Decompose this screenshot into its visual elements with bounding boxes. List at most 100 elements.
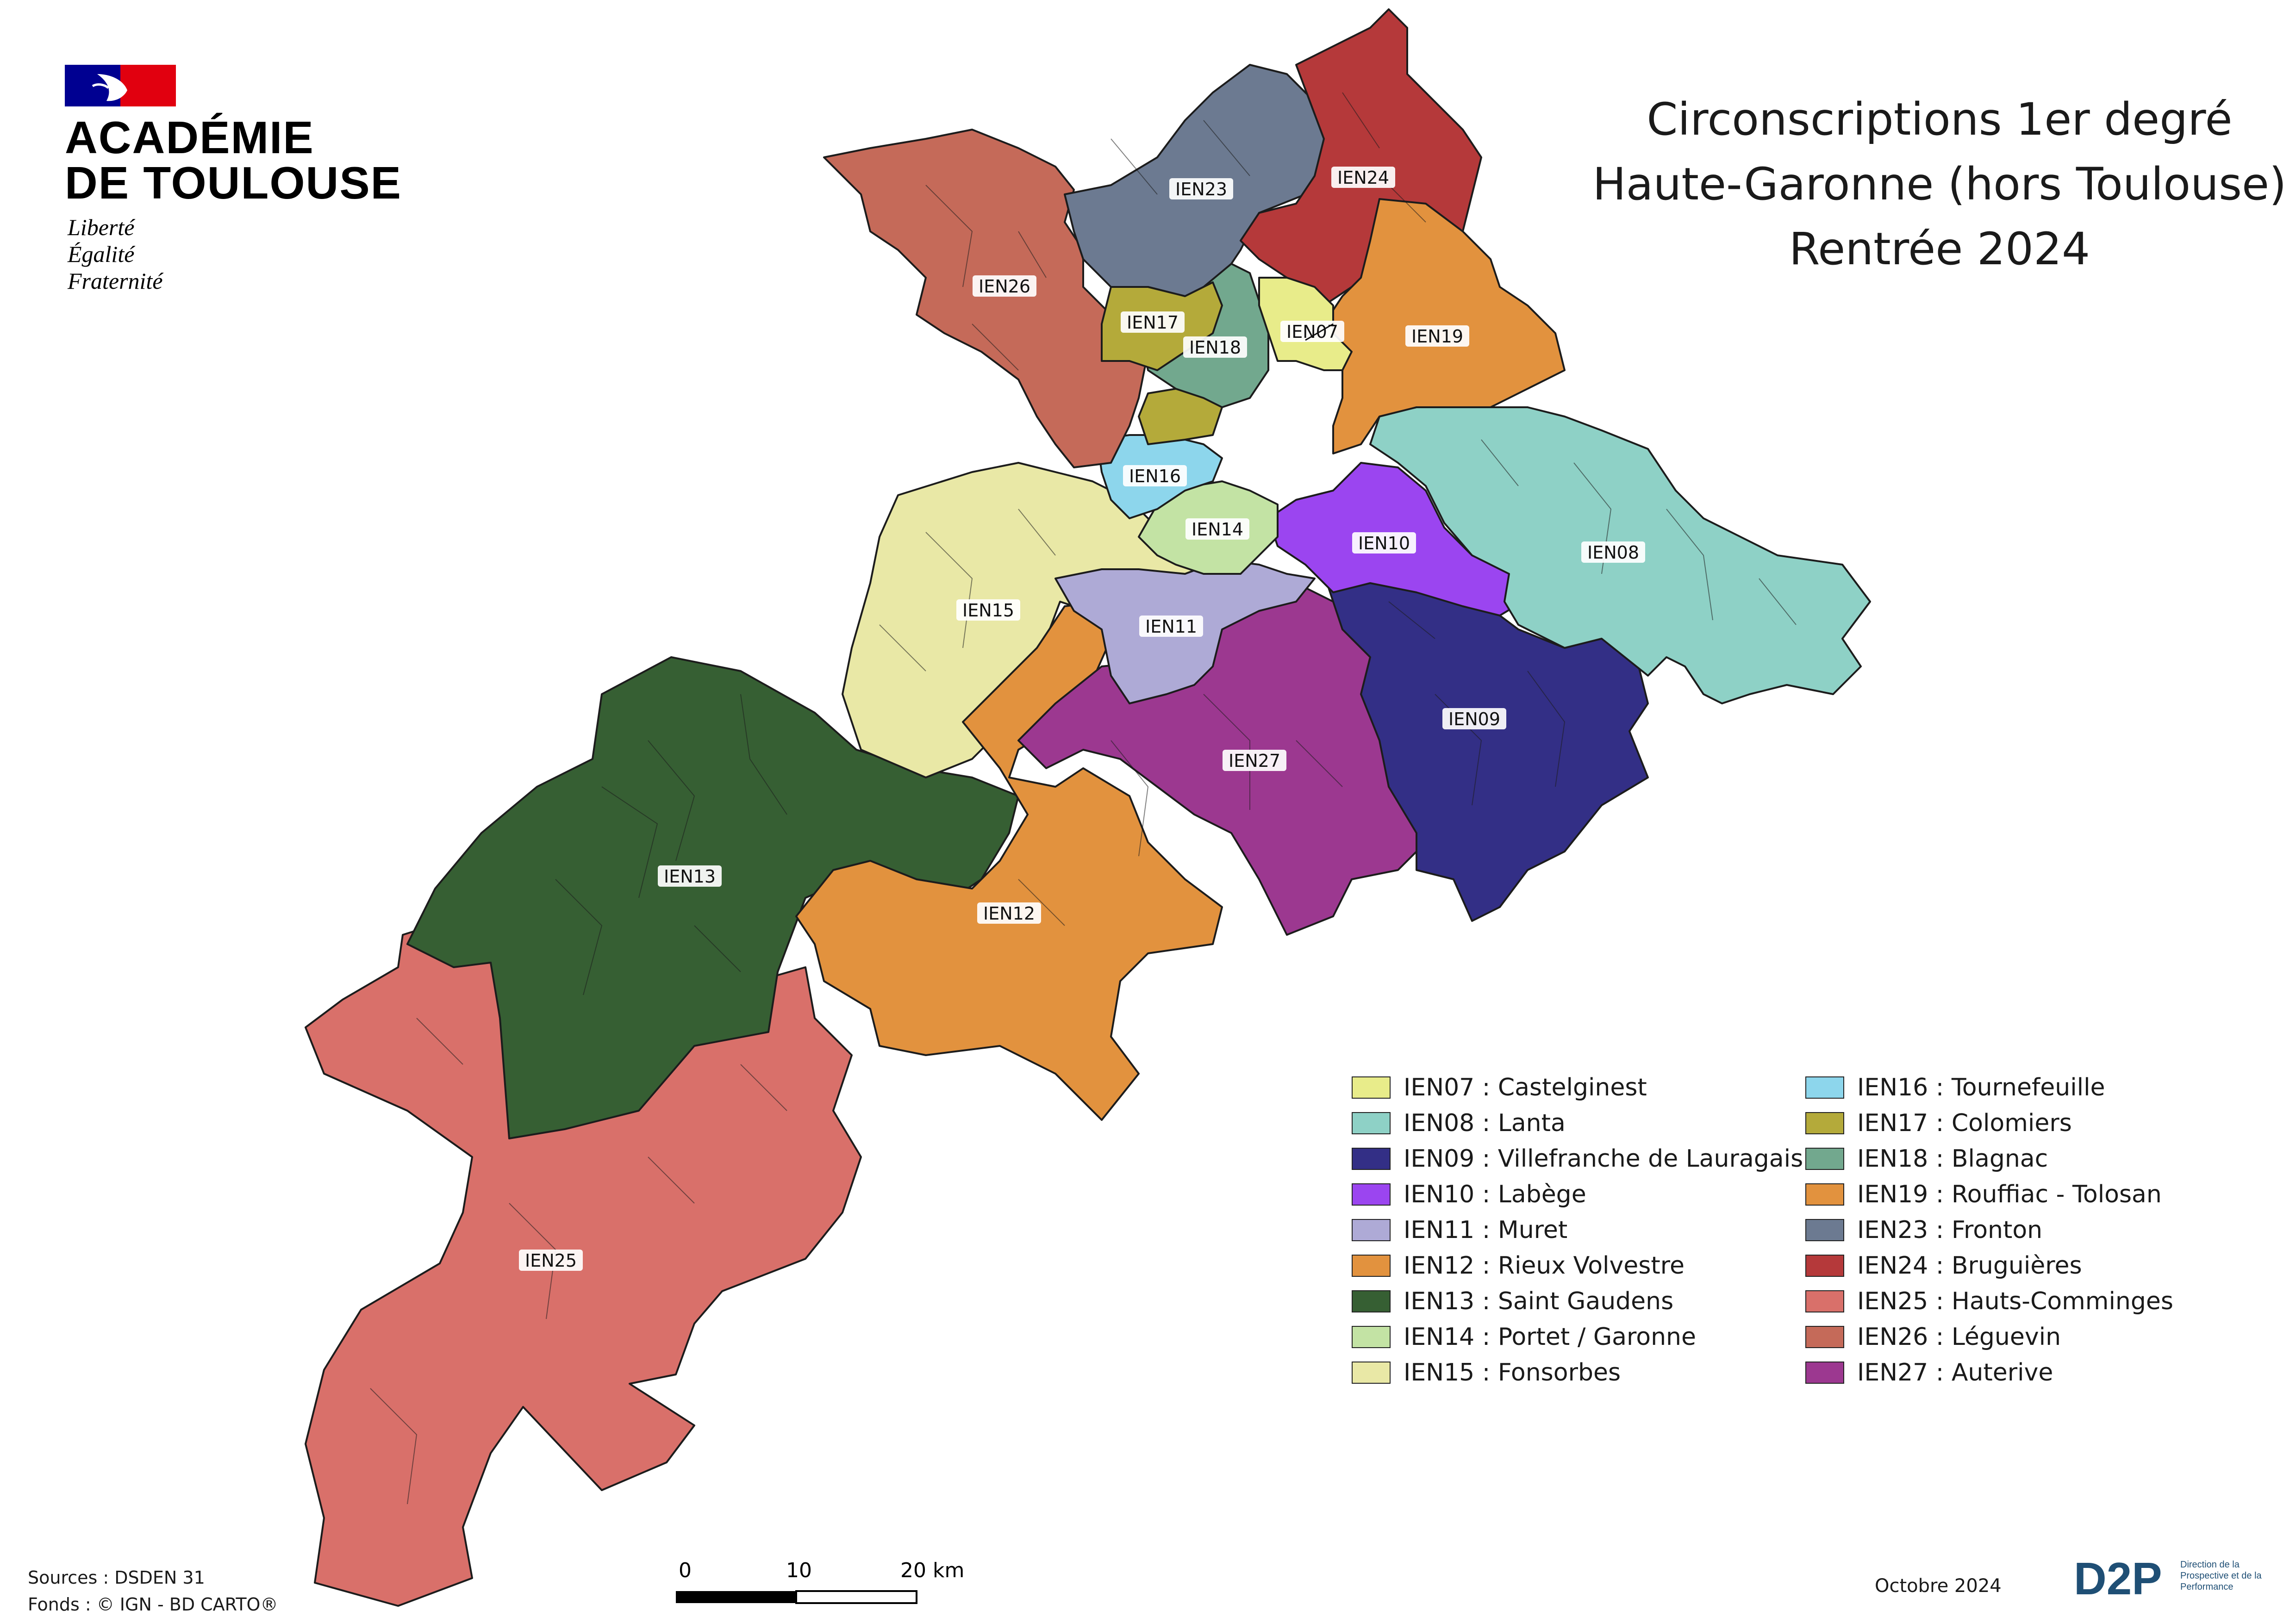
legend-name: Colomiers	[1951, 1109, 2072, 1137]
scale-segment-white	[795, 1590, 917, 1604]
legend-separator: :	[1474, 1287, 1498, 1315]
legend-item-ien16: IEN16 : Tournefeuille	[1805, 1073, 2105, 1102]
legend-code: IEN24	[1857, 1252, 1928, 1280]
legend-item-ien10: IEN10 : Labège	[1352, 1180, 1586, 1209]
legend-swatch	[1805, 1219, 1844, 1241]
region-ien25[interactable]	[305, 906, 862, 1607]
legend-item-ien17: IEN17 : Colomiers	[1805, 1108, 2072, 1138]
region-label-text: IEN19	[1411, 326, 1463, 347]
scale-label-20: 20 km	[900, 1559, 964, 1582]
motto-liberte: Liberté	[68, 214, 135, 240]
legend-item-ien27: IEN27 : Auterive	[1805, 1358, 2053, 1387]
legend-separator: :	[1928, 1181, 1952, 1208]
map-title-line3: Rentrée 2024	[1789, 223, 2090, 275]
region-label-text: IEN25	[525, 1250, 577, 1271]
region-label-ien27: IEN27	[1223, 750, 1286, 771]
d2p-name-line2: Prospective et de la	[2180, 1571, 2262, 1581]
region-label-ien07: IEN07	[1280, 321, 1344, 342]
region-label-ien18: IEN18	[1183, 336, 1247, 358]
legend-item-ien11: IEN11 : Muret	[1352, 1215, 1567, 1245]
legend-item-ien14: IEN14 : Portet / Garonne	[1352, 1322, 1696, 1352]
legend-item-ien18: IEN18 : Blagnac	[1805, 1144, 2048, 1174]
legend-code: IEN27	[1857, 1359, 1928, 1387]
legend-separator: :	[1928, 1359, 1952, 1387]
legend-swatch	[1352, 1183, 1391, 1206]
legend-swatch	[1805, 1326, 1844, 1348]
region-ien12[interactable]	[795, 601, 1223, 1121]
d2p-acronym: D2P	[2074, 1553, 2162, 1604]
legend-separator: :	[1928, 1074, 1952, 1101]
scale-label-0: 0	[679, 1559, 692, 1582]
legend-separator: :	[1928, 1287, 1952, 1315]
region-ien09[interactable]	[1323, 554, 1649, 922]
region-label-ien19: IEN19	[1405, 325, 1469, 347]
legend-code: IEN13	[1404, 1287, 1475, 1315]
d2p-name-line3: Performance	[2180, 1582, 2234, 1592]
scale-segment-black	[676, 1591, 796, 1603]
legend-separator: :	[1474, 1216, 1498, 1244]
legend-code: IEN23	[1857, 1216, 1928, 1244]
legend-separator: :	[1474, 1145, 1498, 1173]
republic-motto: Liberté Égalité Fraternité	[68, 214, 163, 294]
region-label-ien26: IEN26	[973, 275, 1036, 297]
legend-separator: :	[1928, 1109, 1952, 1137]
region-label-text: IEN16	[1129, 466, 1181, 486]
region-label-ien16: IEN16	[1123, 465, 1187, 486]
legend-item-ien19: IEN19 : Rouffiac - Tolosan	[1805, 1180, 2162, 1209]
legend-name: Bruguières	[1951, 1252, 2082, 1280]
legend-name: Blagnac	[1951, 1145, 2048, 1173]
legend-code: IEN26	[1857, 1323, 1928, 1351]
map-title-line2: Haute-Garonne (hors Toulouse)	[1592, 158, 2287, 210]
region-ien26[interactable]	[823, 129, 1149, 468]
legend-code: IEN19	[1857, 1181, 1928, 1208]
legend-swatch	[1352, 1219, 1391, 1241]
legend-separator: :	[1474, 1323, 1498, 1351]
legend-name: Villefranche de Lauragais	[1497, 1145, 1803, 1173]
legend-swatch	[1805, 1362, 1844, 1384]
region-label-text: IEN24	[1337, 168, 1389, 188]
legend-item-ien08: IEN08 : Lanta	[1352, 1108, 1566, 1138]
academie-name-line2: DE TOULOUSE	[65, 157, 402, 208]
region-label-ien12: IEN12	[977, 902, 1041, 924]
legend-code: IEN16	[1857, 1074, 1928, 1101]
legend-item-ien15: IEN15 : Fonsorbes	[1352, 1358, 1621, 1387]
academie-name: ACADÉMIE DE TOULOUSE	[65, 115, 402, 205]
region-label-ien13: IEN13	[658, 865, 722, 887]
region-label-ien23: IEN23	[1169, 178, 1233, 199]
region-label-ien08: IEN08	[1581, 541, 1645, 563]
legend-swatch	[1805, 1112, 1844, 1134]
region-label-text: IEN11	[1145, 616, 1197, 637]
sources-line1: Sources : DSDEN 31	[28, 1567, 205, 1588]
region-label-ien14: IEN14	[1185, 518, 1249, 540]
legend-item-ien12: IEN12 : Rieux Volvestre	[1352, 1251, 1685, 1281]
legend-item-ien24: IEN24 : Bruguières	[1805, 1251, 2082, 1281]
map-title: Circonscriptions 1er degré Haute-Garonne…	[1565, 87, 2296, 281]
legend-code: IEN25	[1857, 1287, 1928, 1315]
ien07-leader-line	[1305, 323, 1334, 341]
legend-code: IEN12	[1404, 1252, 1475, 1280]
legend-name: Muret	[1497, 1216, 1568, 1244]
legend-swatch	[1352, 1362, 1391, 1384]
region-label-ien24: IEN24	[1331, 167, 1395, 188]
region-label-text: IEN27	[1229, 751, 1280, 771]
legend-swatch	[1352, 1290, 1391, 1312]
legend-separator: :	[1928, 1145, 1952, 1173]
legend-item-ien09: IEN09 : Villefranche de Lauragais	[1352, 1144, 1803, 1174]
legend-code: IEN08	[1404, 1109, 1475, 1137]
legend-code: IEN11	[1404, 1216, 1475, 1244]
region-label-ien15: IEN15	[956, 599, 1020, 621]
region-label-text: IEN17	[1127, 312, 1179, 333]
region-labels: IEN07 IEN08 IEN09 IEN10 IEN11 IEN12 IEN13 IEN14…	[519, 167, 1645, 1271]
region-label-ien11: IEN11	[1139, 616, 1203, 637]
legend-swatch	[1352, 1076, 1391, 1099]
legend-name: Lanta	[1497, 1109, 1566, 1137]
region-label-text: IEN12	[983, 903, 1035, 924]
map-date: Octobre 2024	[1875, 1575, 2002, 1597]
legend-name: Rieux Volvestre	[1497, 1252, 1685, 1280]
legend-name: Léguevin	[1951, 1323, 2061, 1351]
legend-separator: :	[1474, 1109, 1498, 1137]
legend-item-ien23: IEN23 : Fronton	[1805, 1215, 2042, 1245]
region-label-text: IEN14	[1192, 519, 1243, 540]
region-label-text: IEN23	[1175, 179, 1227, 199]
